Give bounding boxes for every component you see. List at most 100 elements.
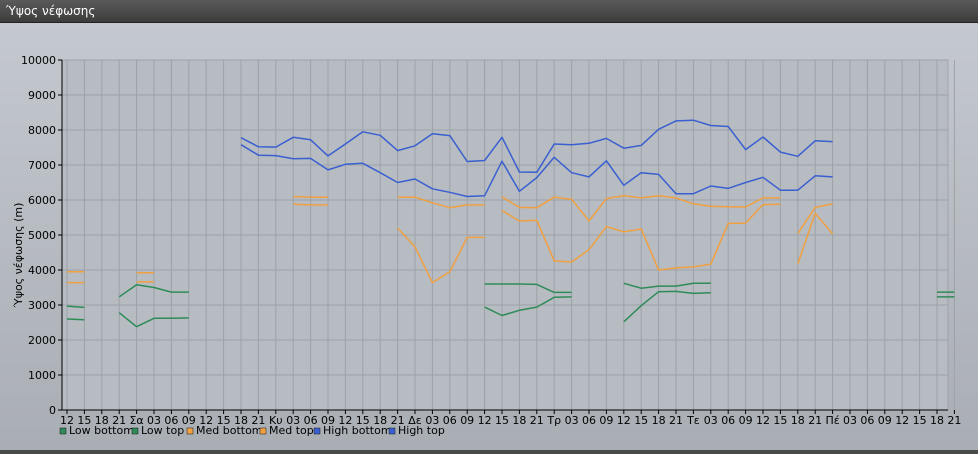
x-tick-label: Τρ xyxy=(546,414,561,427)
series-line-high-bottom xyxy=(240,144,833,198)
x-tick-label: 15 xyxy=(634,414,648,427)
cloud-height-chart: 0 1000 2000 3000 4000 5000 6000 7000 8000 9000 100… xyxy=(0,23,978,450)
x-tick-label: 09 xyxy=(739,414,753,427)
x-tick-label: 09 xyxy=(878,414,892,427)
y-tick-label: 9000 xyxy=(28,89,56,102)
series-line-med-bottom xyxy=(293,203,328,206)
x-tick-label: 15 xyxy=(495,414,509,427)
series-line-low-bottom xyxy=(484,296,572,317)
x-tick-label: 09 xyxy=(599,414,613,427)
y-tick-label: 4000 xyxy=(28,264,56,277)
x-tick-label: 03 xyxy=(843,414,857,427)
legend-swatch-med-bottom xyxy=(186,427,194,435)
x-tick-label: 18 xyxy=(373,414,387,427)
grid xyxy=(62,59,955,411)
legend-swatch-med-top xyxy=(259,427,267,435)
series-line-low-bottom xyxy=(66,318,85,321)
x-tick-label: 18 xyxy=(234,414,248,427)
x-tick-label: 03 xyxy=(147,414,161,427)
y-tick-label: 8000 xyxy=(28,124,56,137)
series-line-low-top xyxy=(66,305,85,309)
y-tick-label: 10000 xyxy=(21,54,56,67)
x-tick-label: 03 xyxy=(286,414,300,427)
series-line-med-top xyxy=(293,195,328,198)
legend-swatch-low-bottom xyxy=(59,427,67,435)
x-tick-label: 03 xyxy=(565,414,579,427)
x-tick-label: 12 xyxy=(60,414,74,427)
legend-swatch-low-top xyxy=(131,427,139,435)
series-line-low-bottom xyxy=(118,312,189,328)
y-axis-label: Ύψος νέφωσης (m) xyxy=(12,203,25,309)
x-tick-label: 15 xyxy=(356,414,370,427)
x-tick-label: 21 xyxy=(530,414,544,427)
x-tick-label: 12 xyxy=(617,414,631,427)
y-axis: 0 1000 2000 3000 4000 5000 6000 7000 8000 9000 100… xyxy=(21,54,63,417)
x-tick-label: 18 xyxy=(95,414,109,427)
y-tick-label: 3000 xyxy=(28,299,56,312)
series-line-low-top xyxy=(484,283,572,294)
series-line-med-top xyxy=(797,203,833,235)
series-lines xyxy=(66,119,955,328)
x-axis: 12 15 18 21 Σα 03 06 09 12 15 18 21 Κυ 03 06 09 12 15 18 21… xyxy=(60,409,961,427)
x-tick-label: 06 xyxy=(582,414,596,427)
y-tick-label: 7000 xyxy=(28,159,56,172)
legend-label-med-top: Med top xyxy=(269,424,314,437)
series-line-low-top xyxy=(118,283,189,298)
x-tick-label: 06 xyxy=(304,414,318,427)
y-tick-label: 6000 xyxy=(28,194,56,207)
x-tick-label: 21 xyxy=(112,414,126,427)
x-tick-label: 12 xyxy=(338,414,352,427)
x-tick-label: 21 xyxy=(251,414,265,427)
x-tick-label: 09 xyxy=(460,414,474,427)
x-tick-label: 12 xyxy=(478,414,492,427)
x-tick-label: 12 xyxy=(756,414,770,427)
x-tick-label: 15 xyxy=(913,414,927,427)
window-title: Ύψος νέφωσης xyxy=(6,4,96,18)
x-tick-label: 18 xyxy=(930,414,944,427)
series-line-med-top xyxy=(397,196,485,209)
x-tick-label: 18 xyxy=(652,414,666,427)
x-tick-label: 18 xyxy=(791,414,805,427)
x-tick-label: 09 xyxy=(321,414,335,427)
x-tick-label: Σα xyxy=(129,414,143,427)
series-line-med-bottom xyxy=(397,227,485,284)
x-tick-label: 15 xyxy=(77,414,91,427)
x-tick-label: 15 xyxy=(217,414,231,427)
x-tick-label: 06 xyxy=(860,414,874,427)
x-tick-label: 21 xyxy=(669,414,683,427)
series-line-med-bottom xyxy=(501,203,781,271)
x-tick-label: 21 xyxy=(808,414,822,427)
x-tick-label: 03 xyxy=(704,414,718,427)
series-line-med-top xyxy=(501,195,781,222)
legend-label-low-top: Low top xyxy=(141,424,184,437)
series-line-high-top xyxy=(240,119,833,174)
y-tick-label: 1000 xyxy=(28,369,56,382)
x-tick-label: 18 xyxy=(512,414,526,427)
legend: Low bottom Low top Med bottom Med top High b… xyxy=(59,424,445,437)
chart-area: 0 1000 2000 3000 4000 5000 6000 7000 8000 9000 100… xyxy=(0,23,978,450)
title-bar: Ύψος νέφωσης xyxy=(0,0,978,23)
x-tick-label: Τε xyxy=(686,414,700,427)
series-line-low-bottom xyxy=(623,290,711,323)
x-tick-label: 15 xyxy=(773,414,787,427)
x-tick-label: 06 xyxy=(721,414,735,427)
legend-label-low-bottom: Low bottom xyxy=(69,424,134,437)
legend-swatch-high-top xyxy=(388,427,396,435)
y-tick-label: 5000 xyxy=(28,229,56,242)
x-tick-label: Πέ xyxy=(825,414,839,427)
x-tick-label: Κυ xyxy=(269,414,283,427)
y-tick-label: 2000 xyxy=(28,334,56,347)
legend-label-high-top: High top xyxy=(398,424,445,437)
x-tick-label: 12 xyxy=(199,414,213,427)
x-tick-label: 09 xyxy=(182,414,196,427)
series-line-med-bottom xyxy=(797,212,834,264)
x-tick-label: 03 xyxy=(425,414,439,427)
legend-swatch-high-bottom xyxy=(313,427,321,435)
series-line-low-top xyxy=(623,282,711,289)
x-tick-label: 12 xyxy=(895,414,909,427)
x-tick-label: 21 xyxy=(947,414,961,427)
x-tick-label: Δε xyxy=(408,414,422,427)
x-tick-label: 06 xyxy=(443,414,457,427)
legend-label-med-bottom: Med bottom xyxy=(196,424,263,437)
